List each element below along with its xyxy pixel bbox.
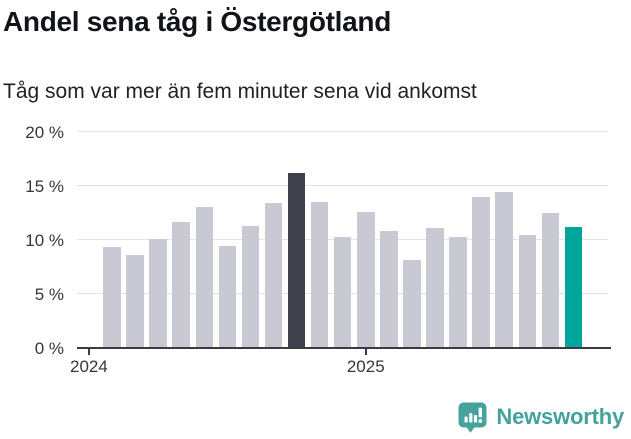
x-tick-label: 2024 xyxy=(70,357,108,376)
bar xyxy=(495,192,513,348)
bar xyxy=(518,235,536,348)
bar xyxy=(403,260,421,348)
bar xyxy=(264,203,283,348)
bar xyxy=(310,201,329,348)
newsworthy-bubble-chart-icon xyxy=(457,401,488,434)
brand-logo: Newsworthy xyxy=(457,400,624,434)
chart-title: Andel sena tåg i Östergötland xyxy=(3,6,392,37)
y-tick-label: 10 % xyxy=(25,230,64,250)
brand-name: Newsworthy xyxy=(496,404,624,429)
y-tick-label: 5 % xyxy=(34,284,64,304)
bar xyxy=(449,236,467,348)
x-tick-mark xyxy=(364,349,367,355)
bar-chart-plot-area: 0 % 5 % 10 % 15 % 20 % 2024 2025 xyxy=(25,122,611,376)
bar xyxy=(172,222,190,348)
bar xyxy=(333,236,352,348)
y-tick-label: 15 % xyxy=(25,176,64,196)
bar xyxy=(564,226,583,348)
bar xyxy=(126,254,144,348)
x-tick-label: 2025 xyxy=(346,357,385,376)
bar xyxy=(103,247,121,348)
x-axis-line xyxy=(77,347,611,349)
chart-subtitle: Tåg som var mer än fem minuter sena vid … xyxy=(3,80,477,103)
bar xyxy=(218,246,237,348)
gridline xyxy=(77,185,608,187)
bar xyxy=(380,231,398,348)
bar xyxy=(357,211,375,348)
bar xyxy=(149,238,167,348)
gridline xyxy=(77,131,608,133)
x-tick-mark xyxy=(87,349,90,355)
y-tick-label: 0 % xyxy=(34,339,64,358)
y-tick-label: 20 % xyxy=(25,122,64,142)
bar xyxy=(541,212,560,348)
bar xyxy=(287,172,306,348)
bar xyxy=(472,196,490,348)
bar xyxy=(426,227,444,348)
bar xyxy=(195,207,214,348)
bar xyxy=(241,225,260,348)
